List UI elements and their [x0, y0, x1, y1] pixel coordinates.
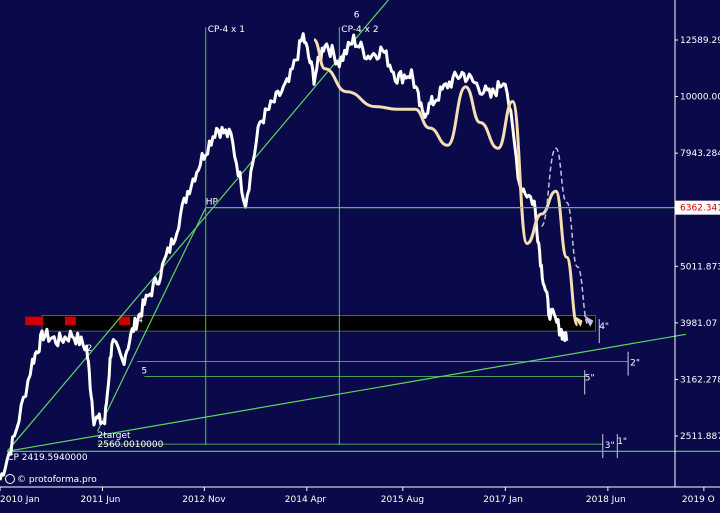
annotation-label: 2target [98, 431, 132, 441]
annotation-label: 2 [87, 344, 93, 354]
support-zone [25, 315, 596, 332]
annotation-label: 4 [137, 315, 143, 325]
y-tick-label: 3981.07 [680, 319, 717, 329]
x-tick-label: 2011 Jun [81, 495, 121, 505]
x-tick-label: 2014 Apr [285, 495, 327, 505]
watermark: © protoforma.pro [5, 474, 97, 485]
annotation-label: 5" [585, 373, 595, 383]
y-tick-label: 7943.284 [680, 149, 720, 159]
trendline [7, 333, 686, 452]
zone-highlight [119, 316, 130, 326]
price-marker-label: 6362.341 [680, 204, 720, 214]
zone-highlight [64, 316, 76, 326]
annotation-label: 5 [141, 367, 147, 377]
annotation-label: CP-4 x 1 [208, 25, 245, 35]
watermark-text: © protoforma.pro [17, 475, 97, 485]
x-tick-label: 2012 Nov [182, 495, 226, 505]
annotation-label: 2560.0010000 [98, 440, 164, 450]
y-tick-label: 2511.887 [680, 432, 720, 442]
projection-paths [313, 38, 594, 327]
annotation-label: 6 [354, 10, 360, 20]
trendline [6, 0, 390, 452]
price-series [0, 32, 569, 481]
annotation-labels: CP-4 x 1 CP-4 x 2 6 HP 2 4 5 2target2560.001000… [7, 10, 640, 462]
annotation-label: 4" [599, 322, 609, 332]
price-marker-box [675, 200, 720, 215]
trendline [96, 207, 207, 432]
x-tick-label: 2010 Jan [0, 495, 40, 505]
zone-highlight [25, 316, 44, 326]
projection-alt-arrow [583, 314, 594, 327]
annotation-label: CP-4 x 2 [341, 25, 378, 35]
price-line [0, 32, 569, 481]
annotation-label: HP [206, 198, 219, 208]
x-tick-label: 2015 Aug [381, 495, 424, 505]
x-tick-label: 2017 Jan [483, 495, 523, 505]
projection-arrow [572, 314, 583, 327]
annotation-label: 2" [630, 359, 640, 369]
projection-alt-line [540, 147, 590, 326]
trendlines [6, 0, 720, 452]
annotation-label: CP 2419.5940000 [7, 453, 88, 463]
annotation-label: 3" [605, 441, 615, 451]
y-tick-label: 5011.873 [680, 262, 720, 272]
y-tick-label: 10000.00 [680, 93, 720, 103]
annotation-label: 1" [617, 437, 627, 447]
y-tick-label: 12589.29 [680, 36, 720, 46]
x-tick-label: 2018 Jun [586, 495, 626, 505]
copyright-icon [5, 474, 15, 484]
x-tick-label: 2019 O [682, 495, 715, 505]
y-tick-label: 3162.278 [680, 375, 720, 385]
